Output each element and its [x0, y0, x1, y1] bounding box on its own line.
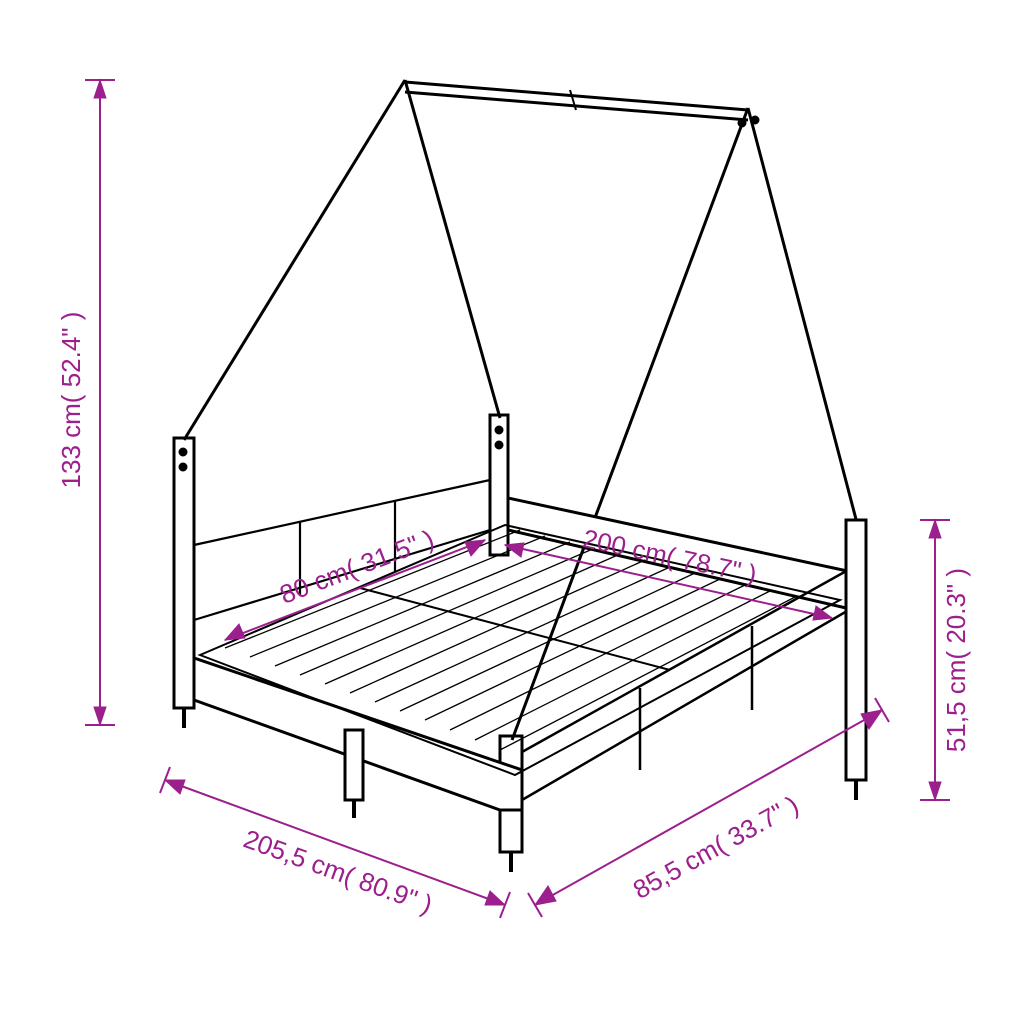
svg-text:205,5 cm( 80.9" ): 205,5 cm( 80.9" ) — [240, 823, 437, 919]
technical-drawing: 133 cm( 52.4" ) 205,5 cm( 80.9" ) 85,5 c… — [0, 0, 1024, 1024]
svg-text:85,5 cm( 33.7" ): 85,5 cm( 33.7" ) — [628, 789, 804, 905]
svg-text:133 cm( 52.4" ): 133 cm( 52.4" ) — [56, 312, 86, 489]
dim-width-outer: 85,5 cm( 33.7" ) — [528, 698, 889, 917]
dim-height-rail-cm: 51,5 cm — [941, 660, 971, 753]
svg-text:51,5 cm( 20.3" ): 51,5 cm( 20.3" ) — [941, 568, 971, 752]
bed-frame-drawing — [174, 80, 866, 872]
dim-width-inner: 80 cm( 31.5" ) — [225, 523, 485, 640]
dim-height-rail: 51,5 cm( 20.3" ) — [920, 520, 971, 800]
dim-height-total: 133 cm( 52.4" ) — [56, 80, 115, 725]
dim-length-outer-cm: 205,5 cm — [240, 823, 351, 888]
dim-length-outer-in: 80.9" — [355, 866, 421, 915]
dim-width-inner-in: 31.5" — [357, 529, 424, 578]
dim-height-total-in: 52.4" — [56, 327, 86, 387]
dim-height-rail-in: 20.3" — [941, 584, 971, 644]
dim-height-total-cm: 133 cm — [56, 403, 86, 488]
